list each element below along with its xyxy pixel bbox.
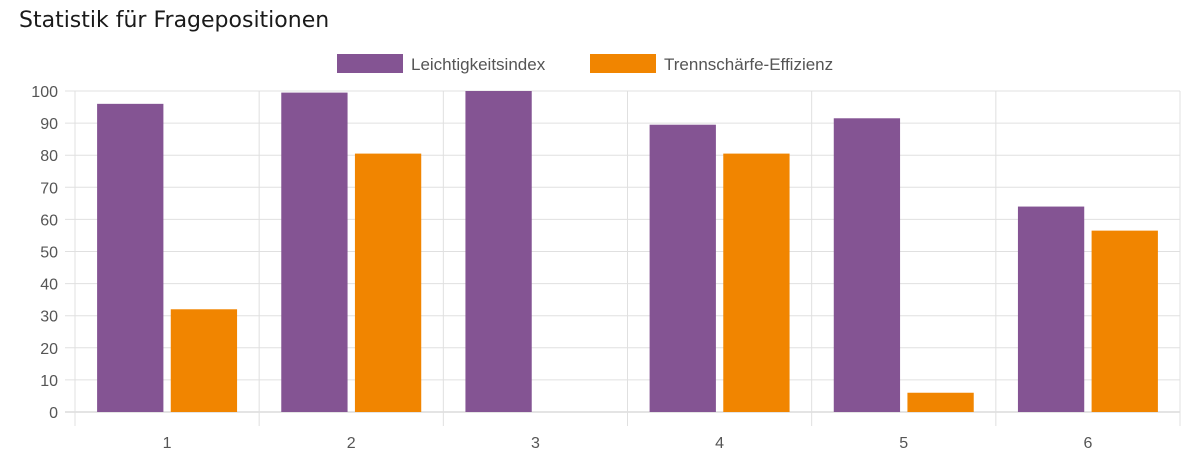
y-tick-label: 0 xyxy=(49,405,58,422)
grid-lines xyxy=(65,90,1181,426)
legend-label: Leichtigkeitsindex xyxy=(411,55,546,74)
legend-label: Trennschärfe-Effizienz xyxy=(664,55,833,74)
bar xyxy=(465,91,532,412)
legend-swatch xyxy=(337,54,403,73)
legend: Leichtigkeitsindex Trennschärfe-Effizienz xyxy=(337,54,833,74)
x-tick-label: 2 xyxy=(347,435,356,452)
y-tick-label: 10 xyxy=(40,373,58,390)
y-tick-label: 30 xyxy=(40,309,58,326)
bar xyxy=(723,153,790,412)
bar xyxy=(281,92,348,412)
axes: 0 10 20 30 40 50 60 70 80 90 100 1 2 3 4 5 6 xyxy=(31,84,1092,452)
y-tick-label: 40 xyxy=(40,277,58,294)
bar xyxy=(907,392,974,412)
bar xyxy=(1091,230,1158,412)
y-tick-label: 100 xyxy=(31,84,58,101)
bar xyxy=(354,153,422,412)
y-tick-label: 70 xyxy=(40,180,58,197)
x-tick-label: 5 xyxy=(899,435,908,452)
x-tick-label: 3 xyxy=(531,435,540,452)
y-tick-label: 50 xyxy=(40,245,58,262)
y-tick-label: 60 xyxy=(40,212,58,229)
x-tick-label: 1 xyxy=(163,435,172,452)
y-tick-label: 20 xyxy=(40,341,58,358)
bar xyxy=(1017,206,1085,412)
x-tick-label: 6 xyxy=(1083,435,1092,452)
bar xyxy=(97,103,164,412)
x-tick-label: 4 xyxy=(715,435,724,452)
page-title: Statistik für Fragepositionen xyxy=(19,8,330,33)
bar xyxy=(170,309,238,412)
bars xyxy=(97,91,1158,412)
bar xyxy=(833,118,901,412)
y-tick-label: 90 xyxy=(40,116,58,133)
y-tick-label: 80 xyxy=(40,148,58,165)
legend-swatch xyxy=(590,54,656,73)
bar xyxy=(649,124,716,412)
